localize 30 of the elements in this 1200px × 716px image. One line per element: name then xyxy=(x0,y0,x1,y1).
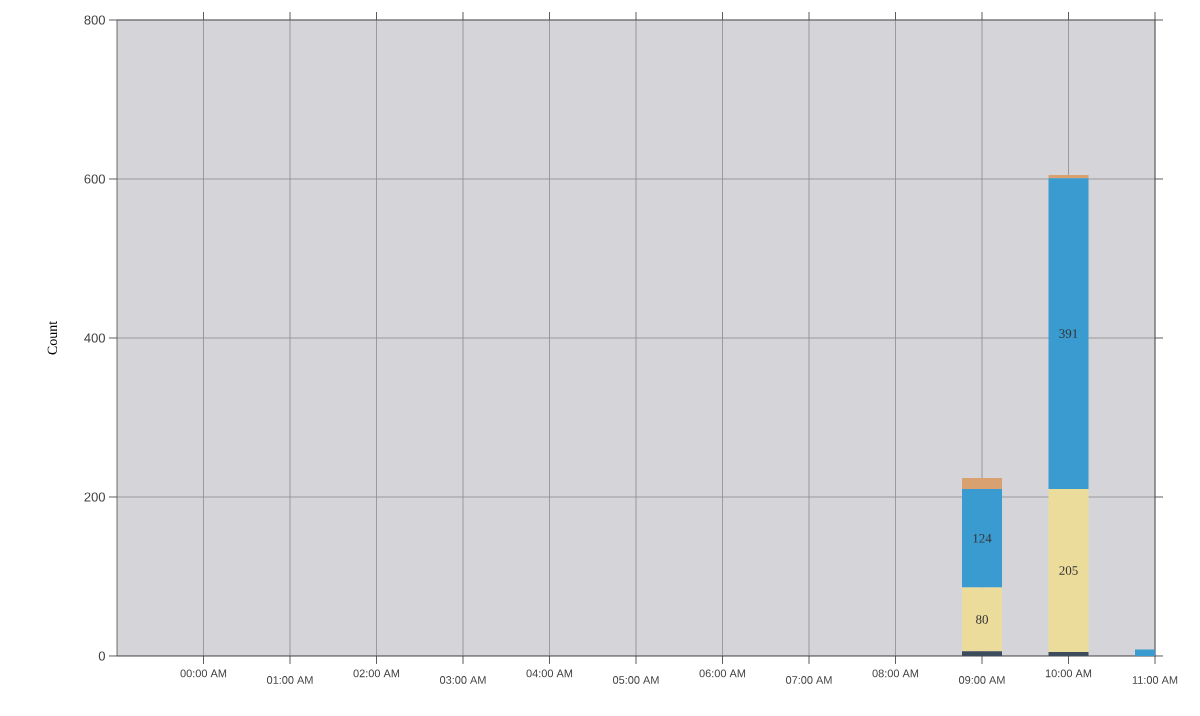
bar xyxy=(1048,652,1089,656)
y-tick-label: 0 xyxy=(98,651,105,661)
data-label: 80 xyxy=(976,615,988,624)
x-tick-label: 05:00 AM xyxy=(612,676,659,684)
bar xyxy=(962,651,1003,656)
x-tick-label: 02:00 AM xyxy=(353,669,400,678)
x-tick-label: 07:00 AM xyxy=(785,676,832,684)
data-label: 391 xyxy=(1059,329,1078,338)
y-tick-label: 600 xyxy=(84,174,105,184)
x-tick-label: 00:00 AM xyxy=(180,669,227,678)
x-tick-label: 04:00 AM xyxy=(526,669,573,678)
bar xyxy=(1048,489,1089,653)
y-tick-label: 400 xyxy=(84,333,105,343)
x-tick-label: 01:00 AM xyxy=(266,676,313,684)
data-label: 124 xyxy=(973,534,992,543)
x-tick-label: 09:00 AM xyxy=(958,676,1005,684)
y-axis-title: Count xyxy=(47,321,58,355)
bar xyxy=(962,587,1003,652)
data-label: 205 xyxy=(1059,566,1078,575)
bar xyxy=(962,477,1003,490)
x-tick-label: 08:00 AM xyxy=(872,669,919,678)
x-tick-label: 11:00 AM xyxy=(1132,676,1178,684)
x-tick-label: 10:00 AM xyxy=(1045,669,1092,678)
x-tick-label: 03:00 AM xyxy=(439,676,486,684)
bar xyxy=(1048,178,1089,490)
x-tick-label: 06:00 AM xyxy=(699,669,746,678)
bar xyxy=(962,489,1003,588)
bar xyxy=(1048,175,1089,179)
y-tick-label: 200 xyxy=(84,492,105,502)
y-tick-label: 800 xyxy=(84,15,105,25)
